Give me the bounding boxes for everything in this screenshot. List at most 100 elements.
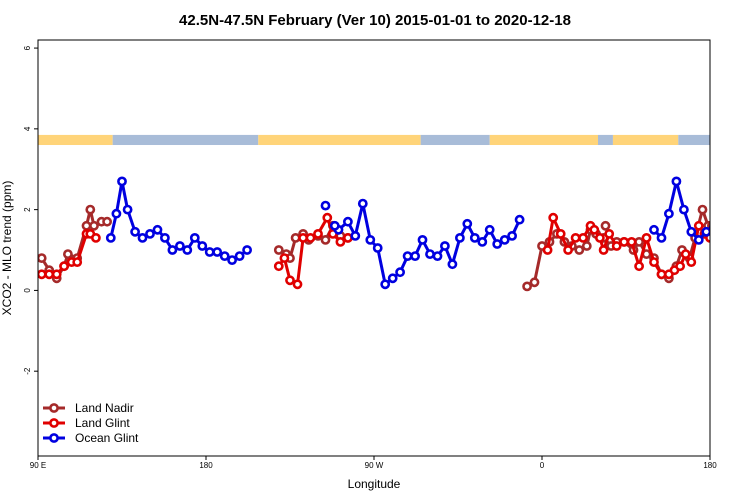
data-point-ocean-glint bbox=[679, 204, 689, 215]
data-point-land-nadir bbox=[522, 281, 532, 292]
data-point-land-nadir bbox=[81, 220, 92, 231]
data-point-ocean-glint bbox=[432, 251, 443, 261]
legend-label-ocean-glint: Ocean Glint bbox=[75, 431, 139, 445]
data-point-ocean-glint bbox=[469, 232, 480, 243]
data-point-land-glint bbox=[548, 212, 559, 223]
data-point-land-nadir bbox=[581, 241, 592, 251]
legend-marker-ocean-glint bbox=[49, 433, 59, 443]
data-point-ocean-glint bbox=[664, 208, 674, 219]
band-segment-ocean bbox=[420, 134, 490, 146]
y-axis: -2 0 2 4 6 bbox=[23, 45, 38, 375]
data-point-ocean-glint bbox=[167, 245, 178, 255]
band-segment-land bbox=[489, 134, 598, 146]
band-segment-ocean bbox=[678, 134, 710, 146]
series-layer bbox=[38, 176, 710, 292]
data-point-land-nadir bbox=[574, 245, 585, 255]
data-point-ocean-glint bbox=[671, 176, 682, 187]
data-point-land-glint bbox=[595, 232, 605, 243]
data-point-land-nadir bbox=[85, 204, 96, 215]
y-tick-label: -2 bbox=[23, 367, 32, 375]
data-point-ocean-glint bbox=[492, 239, 503, 249]
data-point-ocean-glint bbox=[477, 236, 488, 247]
band-segment-land bbox=[612, 134, 679, 146]
x-axis: 90 E 180 90 W 0 180 bbox=[30, 456, 717, 470]
data-point-ocean-glint bbox=[402, 251, 413, 261]
data-point-land-glint bbox=[292, 279, 303, 290]
data-point-land-glint bbox=[570, 232, 581, 243]
data-point-land-glint bbox=[598, 245, 609, 255]
data-point-ocean-glint bbox=[137, 232, 148, 243]
data-point-ocean-glint bbox=[686, 226, 697, 237]
legend-label-land-glint: Land Glint bbox=[75, 416, 130, 430]
data-point-land-glint bbox=[322, 212, 333, 223]
data-point-land-glint bbox=[611, 241, 622, 251]
x-tick-label: 90 W bbox=[365, 461, 384, 470]
data-point-ocean-glint bbox=[122, 204, 133, 215]
x-tick-label: 180 bbox=[199, 461, 213, 470]
data-point-ocean-glint bbox=[182, 245, 193, 255]
data-point-ocean-glint bbox=[499, 234, 510, 245]
data-point-land-glint bbox=[44, 269, 55, 280]
data-point-ocean-glint bbox=[387, 273, 398, 284]
data-point-land-glint bbox=[589, 224, 600, 235]
y-tick-label: 6 bbox=[23, 45, 32, 50]
data-point-land-nadir bbox=[63, 249, 73, 259]
data-point-ocean-glint bbox=[197, 241, 208, 251]
data-point-ocean-glint bbox=[111, 208, 122, 219]
data-point-land-nadir bbox=[290, 232, 301, 243]
data-point-ocean-glint bbox=[701, 226, 710, 237]
data-point-land-glint bbox=[313, 228, 323, 239]
data-point-ocean-glint bbox=[174, 241, 185, 251]
data-point-land-glint bbox=[273, 261, 284, 272]
legend-marker-land-nadir bbox=[49, 403, 59, 413]
data-point-land-nadir bbox=[529, 277, 540, 288]
data-point-ocean-glint bbox=[439, 241, 450, 251]
data-point-land-glint bbox=[59, 261, 69, 272]
data-point-ocean-glint bbox=[417, 234, 428, 245]
data-point-land-glint bbox=[305, 232, 316, 243]
data-point-ocean-glint bbox=[410, 251, 420, 261]
data-point-land-glint bbox=[285, 275, 295, 286]
data-point-land-glint bbox=[693, 220, 704, 231]
data-point-land-glint bbox=[686, 257, 697, 267]
data-point-land-glint bbox=[38, 269, 47, 280]
series-ocean-glint bbox=[105, 176, 710, 290]
data-point-land-glint bbox=[634, 261, 644, 272]
x-tick-label: 0 bbox=[540, 461, 545, 470]
data-point-ocean-glint bbox=[329, 220, 340, 231]
data-point-land-glint bbox=[619, 236, 629, 247]
data-point-land-nadir bbox=[38, 253, 47, 263]
band-segment-ocean bbox=[598, 134, 613, 146]
data-point-land-nadir bbox=[600, 220, 611, 231]
surface-type-band bbox=[38, 134, 710, 146]
band-segment-land bbox=[38, 134, 113, 146]
data-point-land-glint bbox=[604, 228, 615, 239]
data-point-land-nadir bbox=[634, 236, 644, 247]
data-point-ocean-glint bbox=[380, 279, 391, 290]
data-point-land-glint bbox=[279, 253, 290, 263]
data-point-ocean-glint bbox=[212, 247, 223, 257]
data-point-ocean-glint bbox=[242, 245, 252, 255]
data-point-ocean-glint bbox=[105, 232, 116, 243]
data-point-ocean-glint bbox=[350, 230, 361, 241]
x-axis-label: Longitude bbox=[348, 477, 401, 491]
data-point-ocean-glint bbox=[484, 224, 495, 235]
data-point-ocean-glint bbox=[649, 224, 659, 235]
data-point-ocean-glint bbox=[204, 247, 215, 257]
data-point-land-nadir bbox=[697, 204, 708, 215]
data-point-land-glint bbox=[555, 228, 566, 239]
data-point-land-glint bbox=[649, 257, 659, 267]
data-point-ocean-glint bbox=[159, 232, 170, 243]
data-point-ocean-glint bbox=[447, 259, 458, 270]
data-point-land-glint bbox=[342, 232, 353, 243]
data-point-ocean-glint bbox=[117, 176, 127, 187]
data-point-land-glint bbox=[72, 257, 83, 267]
data-point-land-glint bbox=[563, 245, 573, 255]
data-point-ocean-glint bbox=[372, 243, 383, 253]
data-point-ocean-glint bbox=[454, 232, 465, 243]
data-point-land-glint bbox=[578, 232, 588, 243]
data-point-land-nadir bbox=[320, 234, 331, 245]
data-point-ocean-glint bbox=[693, 234, 704, 245]
